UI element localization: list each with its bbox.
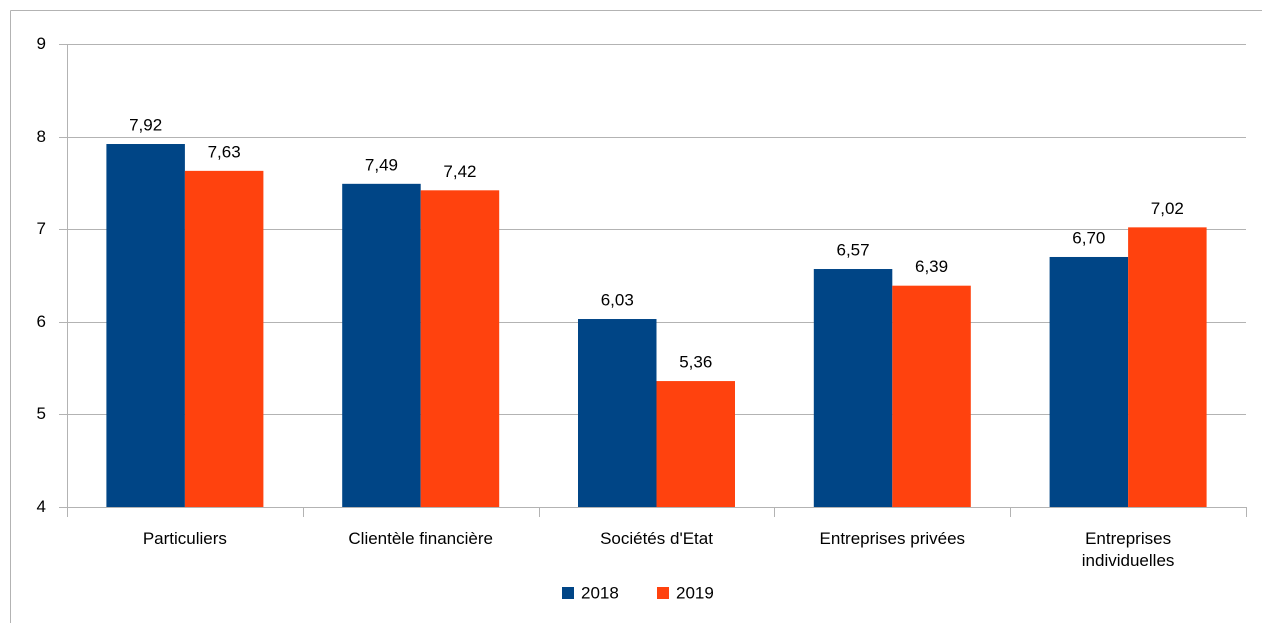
y-tick-label: 8 bbox=[37, 127, 46, 146]
data-label: 6,03 bbox=[601, 291, 634, 310]
data-label: 5,36 bbox=[679, 353, 712, 372]
x-tick-label: Clientèle financière bbox=[348, 529, 493, 548]
legend-swatch bbox=[657, 587, 669, 599]
x-tick-label: Entreprises privées bbox=[819, 529, 966, 548]
data-label: 7,63 bbox=[208, 142, 241, 161]
y-tick-label: 7 bbox=[37, 219, 46, 238]
data-label: 6,39 bbox=[915, 257, 948, 276]
data-label: 7,42 bbox=[443, 162, 476, 181]
data-label: 6,70 bbox=[1072, 228, 1105, 247]
bar bbox=[1128, 227, 1207, 507]
legend-label: 2018 bbox=[581, 583, 619, 602]
y-tick-label: 9 bbox=[37, 34, 46, 53]
bar bbox=[813, 269, 893, 507]
y-tick-label: 5 bbox=[37, 404, 46, 423]
data-label: 7,92 bbox=[129, 115, 162, 134]
bar bbox=[1049, 256, 1129, 507]
legend-label: 2019 bbox=[676, 583, 714, 602]
x-tick-label: Sociétés d'Etat bbox=[600, 529, 713, 548]
bar bbox=[106, 144, 185, 507]
x-tick-label: Particuliers bbox=[142, 529, 227, 548]
bar bbox=[184, 170, 264, 507]
y-tick-label: 4 bbox=[37, 497, 46, 516]
bar bbox=[420, 190, 500, 508]
y-tick-label: 6 bbox=[37, 312, 46, 331]
data-label: 7,02 bbox=[1151, 199, 1184, 218]
x-tick-label: Entreprises individuelles bbox=[1081, 529, 1175, 570]
bar bbox=[656, 381, 735, 507]
data-label: 6,57 bbox=[837, 241, 870, 260]
bar bbox=[342, 183, 421, 508]
bar bbox=[892, 285, 971, 507]
data-label: 7,49 bbox=[365, 155, 398, 174]
legend-swatch bbox=[562, 587, 574, 599]
bar bbox=[578, 319, 657, 507]
